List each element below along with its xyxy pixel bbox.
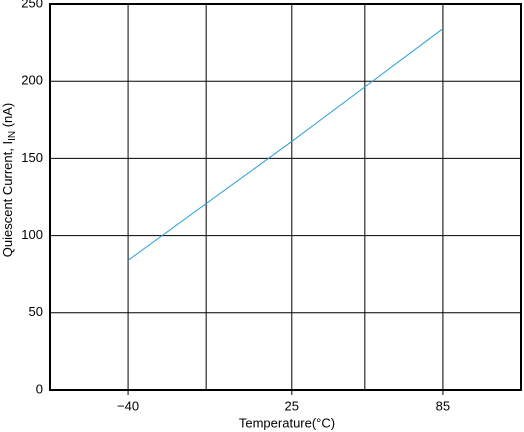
x-axis-label: Temperature(°C): [239, 415, 335, 430]
y-axis-label-main: Quiescent Current, I: [0, 141, 15, 257]
y-axis-label-unit: (nA): [0, 103, 15, 131]
x-tick-label: −40: [117, 398, 139, 413]
data-line: [127, 28, 444, 261]
y-tick-label: 50: [29, 304, 43, 319]
y-axis-label-sub: IN: [7, 131, 18, 141]
y-tick-label: 0: [36, 381, 43, 396]
y-tick-label: 100: [21, 227, 43, 242]
y-axis-label: Quiescent Current, IIN (nA): [0, 103, 17, 258]
y-tick-label: 150: [21, 150, 43, 165]
plot-frame: [49, 3, 522, 391]
x-tick-label: 85: [436, 398, 450, 413]
y-tick-label: 200: [21, 73, 43, 88]
y-tick-label: 250: [21, 0, 43, 10]
x-tick-label: 25: [285, 398, 299, 413]
